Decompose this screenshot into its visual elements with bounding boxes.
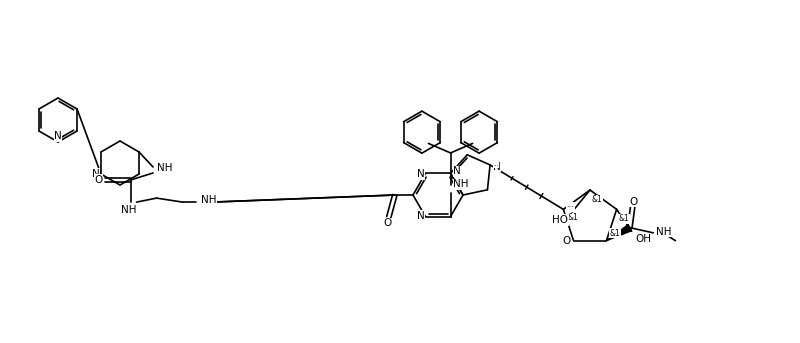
Text: &1: &1 (592, 195, 602, 204)
Text: ···: ··· (566, 203, 574, 212)
Text: OH: OH (636, 234, 652, 244)
Text: O: O (94, 175, 102, 185)
Text: N: N (454, 166, 462, 176)
Text: &1: &1 (618, 214, 630, 223)
Text: &1: &1 (567, 213, 578, 222)
Text: HO: HO (552, 215, 568, 225)
Text: O: O (630, 197, 638, 206)
Text: NH: NH (454, 179, 469, 189)
Text: N: N (417, 169, 425, 179)
Text: N: N (493, 162, 501, 172)
Text: NH: NH (201, 195, 216, 205)
Text: N: N (417, 211, 425, 221)
Text: ...: ... (493, 163, 498, 167)
Text: NH: NH (121, 205, 136, 215)
Text: NH: NH (157, 163, 173, 173)
Text: O: O (562, 236, 570, 246)
Text: NH: NH (656, 227, 672, 237)
Text: &1: &1 (610, 229, 620, 238)
Text: O: O (384, 218, 392, 228)
Text: N: N (54, 131, 62, 141)
Polygon shape (606, 225, 631, 241)
Text: N: N (92, 169, 100, 179)
